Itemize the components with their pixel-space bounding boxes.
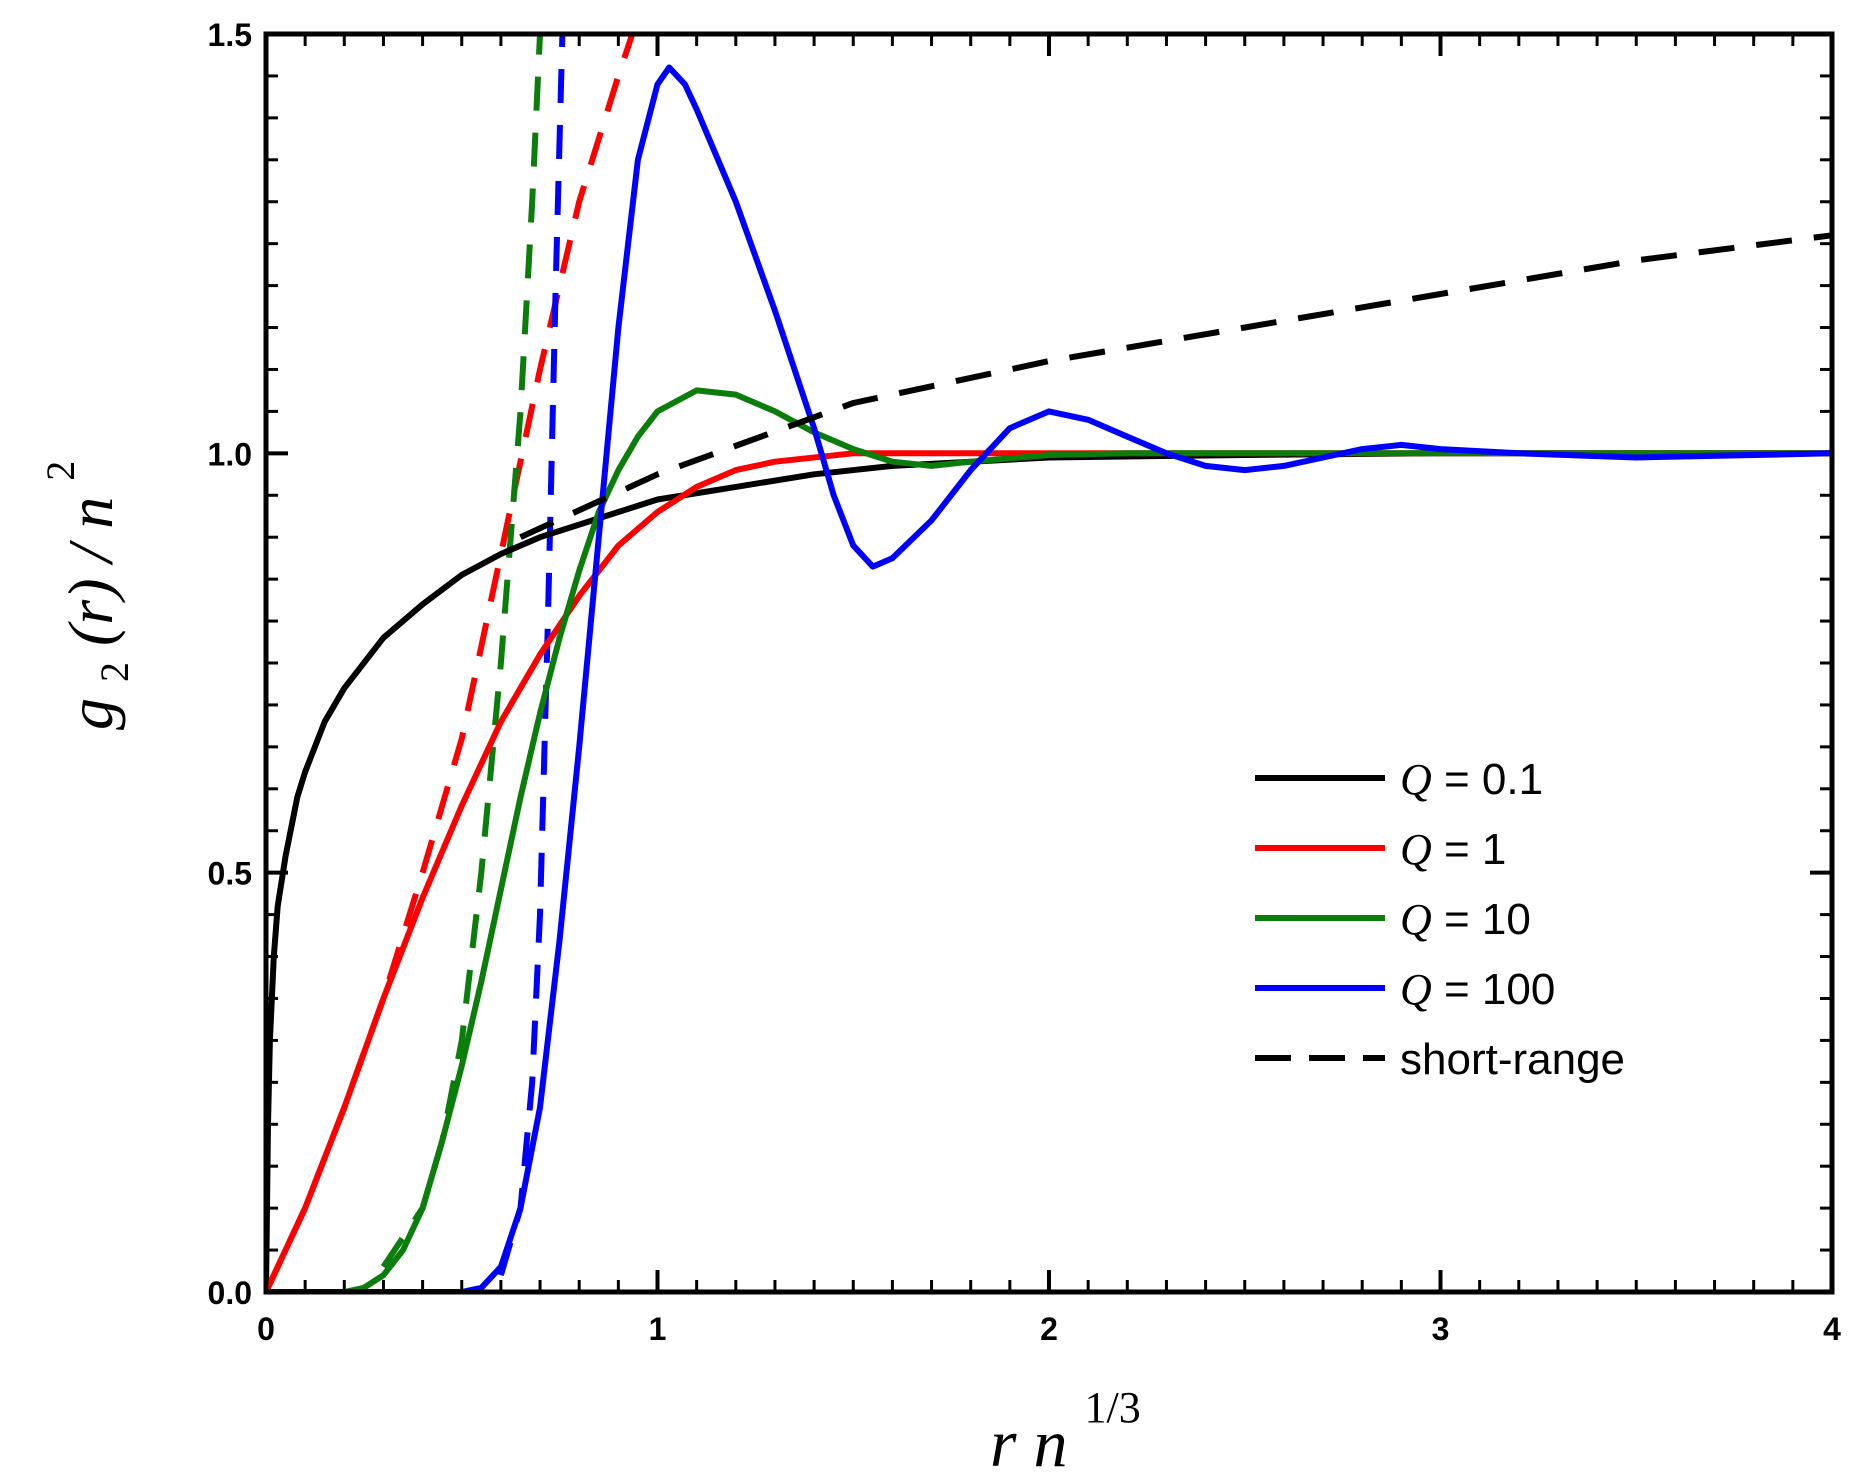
legend-label-text: = 0.1 [1432, 755, 1543, 804]
x-tick-label: 0 [257, 1311, 275, 1347]
legend-label-text: = 10 [1432, 895, 1531, 944]
y-tick-label: 1.0 [208, 436, 252, 472]
y-tick-label: 0.0 [208, 1275, 252, 1311]
y-axis-title-sup: 2 [38, 461, 83, 481]
y-axis-title-rest: (r) / n [55, 497, 126, 646]
legend-q-symbol: Q [1400, 825, 1432, 874]
x-tick-labels: 0 1 2 3 4 [257, 1311, 1841, 1347]
y-axis-title: g 2 (r) / n 2 [38, 461, 142, 730]
series-line [264, 450, 1834, 1294]
curves [264, 32, 1834, 1294]
y-tick-label: 1.5 [208, 17, 252, 53]
legend-q-symbol: Q [1400, 895, 1432, 944]
legend-q-symbol: Q [1400, 965, 1432, 1014]
y-axis-title-g: g [55, 698, 126, 730]
legend-label: Q = 10 [1400, 895, 1531, 944]
x-tick-label: 3 [1432, 1311, 1450, 1347]
y-tick-label: 0.5 [208, 856, 252, 892]
legend-label: short-range [1400, 1035, 1625, 1084]
x-axis-title: r n 1/3 [990, 1383, 1141, 1481]
x-tick-label: 1 [649, 1311, 667, 1347]
plot-frame [263, 31, 1835, 1295]
series-line [519, 232, 1833, 540]
series-line [264, 387, 1834, 1294]
x-tick-label: 2 [1040, 1311, 1058, 1347]
y-axis-title-sub: 2 [92, 662, 137, 682]
legend-q-symbol: Q [1400, 755, 1432, 804]
y-tick-labels: 0.0 0.5 1.0 1.5 [208, 17, 252, 1311]
legend-label: Q = 100 [1400, 965, 1555, 1014]
legend-label: Q = 0.1 [1400, 755, 1543, 804]
legend-label: Q = 1 [1400, 825, 1506, 874]
short-range-approx-line [264, 32, 637, 1294]
series-line [264, 64, 1834, 1294]
legend-label-text: = 1 [1432, 825, 1507, 874]
x-axis-title-base: r n [990, 1405, 1067, 1481]
legend-label-text: short-range [1400, 1035, 1625, 1084]
x-tick-label: 4 [1823, 1311, 1841, 1347]
x-axis-title-sup: 1/3 [1084, 1383, 1140, 1432]
legend-label-text: = 100 [1432, 965, 1556, 1014]
series-line [264, 450, 1834, 1294]
short-range-approx-line [380, 33, 543, 1269]
